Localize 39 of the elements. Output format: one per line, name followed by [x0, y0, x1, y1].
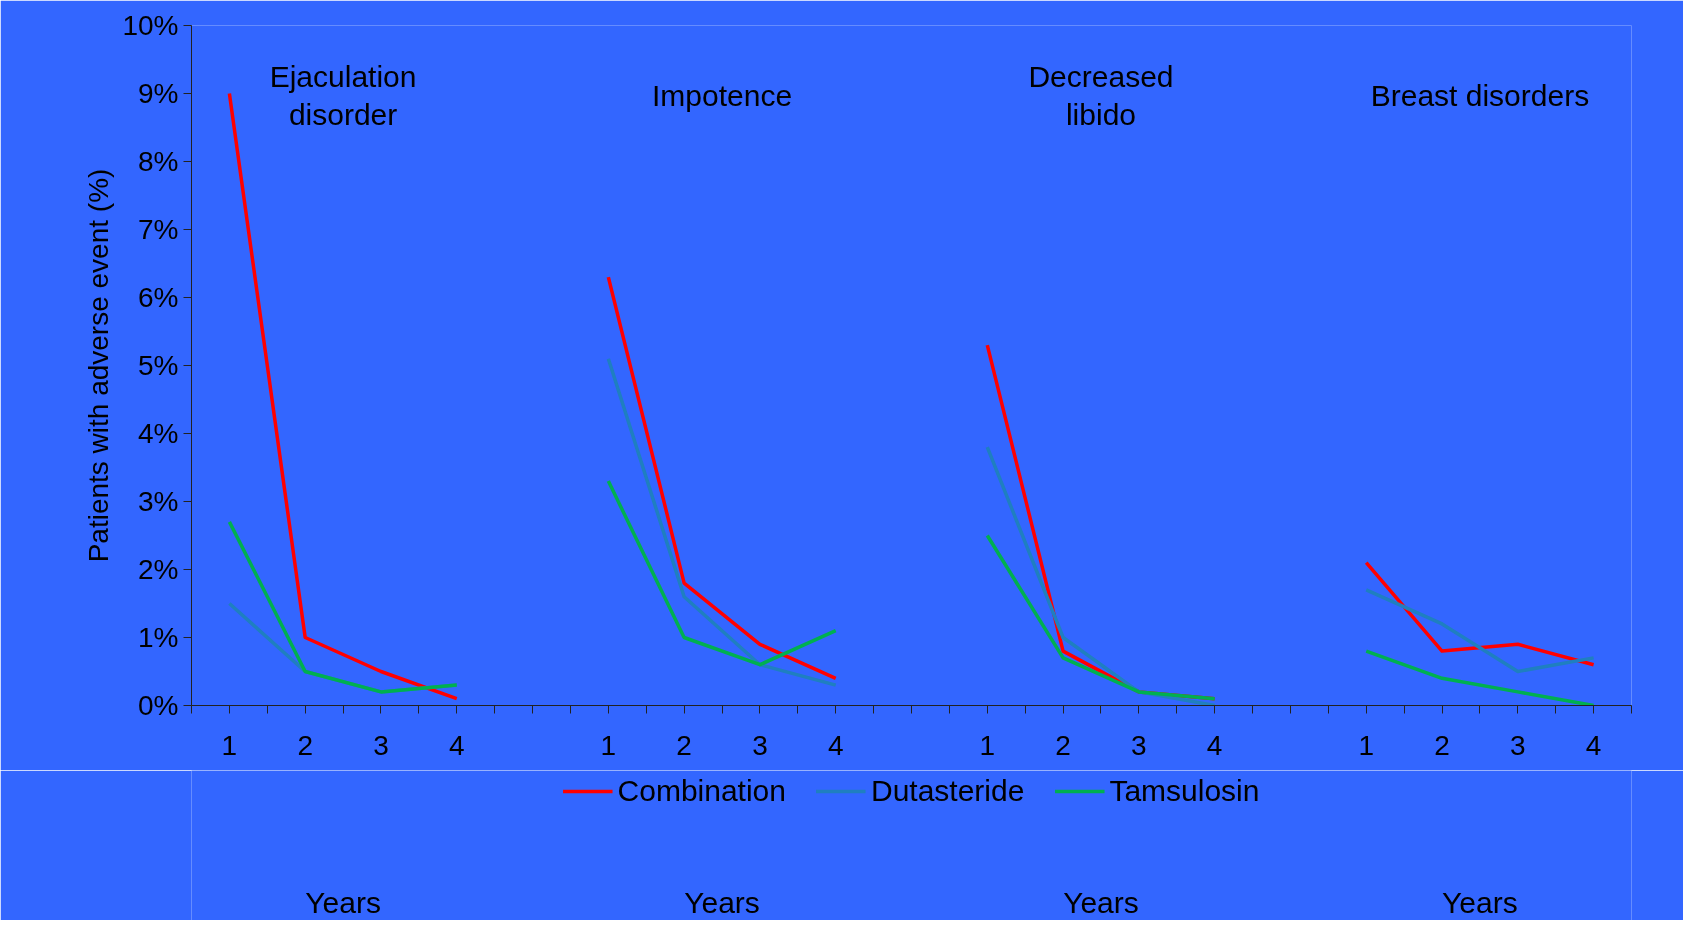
y-tick-label: 7% — [138, 214, 179, 245]
legend-label: Dutasteride — [870, 774, 1025, 808]
x-tick-label: 1 — [221, 729, 238, 761]
y-tick-label: 9% — [138, 78, 179, 109]
y-axis-title: Patients with adverse event (%) — [83, 168, 115, 563]
x-tick-label: 4 — [1585, 729, 1602, 761]
x-tick-label: 3 — [1131, 729, 1147, 761]
x-tick-label: 1 — [600, 729, 617, 761]
x-tick-label: 2 — [676, 729, 692, 761]
y-tick-label: 6% — [138, 282, 179, 313]
y-tick-label: 0% — [138, 690, 179, 721]
x-tick-label: 4 — [1206, 729, 1223, 761]
annotation: Breast disorders — [1370, 79, 1590, 112]
y-tick-label: 2% — [138, 554, 179, 585]
x-tick-label: 3 — [373, 729, 389, 761]
y-tick-label: 4% — [138, 418, 179, 449]
legend-label: Tamsulosin — [1109, 774, 1260, 808]
y-tick-label: 1% — [138, 622, 179, 653]
x-tick-label: 2 — [1434, 729, 1450, 761]
x-tick-label: 1 — [979, 729, 996, 761]
x-tick-label: 1 — [1358, 729, 1375, 761]
x-tick-label: 3 — [752, 729, 768, 761]
annotation: Decreased libido — [1028, 60, 1174, 131]
y-tick-label: 5% — [138, 350, 179, 381]
annotation: Ejaculation disorder — [269, 60, 417, 131]
x-tick-label: 3 — [1510, 729, 1526, 761]
y-tick-label: 8% — [138, 146, 179, 177]
x-tick-label: 4 — [448, 729, 465, 761]
legend-label: Combination — [617, 774, 786, 808]
annotation: Impotence — [651, 79, 793, 112]
text: Years — [1442, 886, 1518, 919]
y-tick-label: 10% — [122, 10, 179, 41]
y-tick-label: 3% — [138, 486, 179, 517]
x-tick-label: 4 — [827, 729, 844, 761]
x-tick-label: 2 — [297, 729, 313, 761]
x-tick-label: 2 — [1055, 729, 1071, 761]
text: Years — [305, 886, 381, 919]
text: Years — [1063, 886, 1139, 919]
text: Years — [684, 886, 760, 919]
